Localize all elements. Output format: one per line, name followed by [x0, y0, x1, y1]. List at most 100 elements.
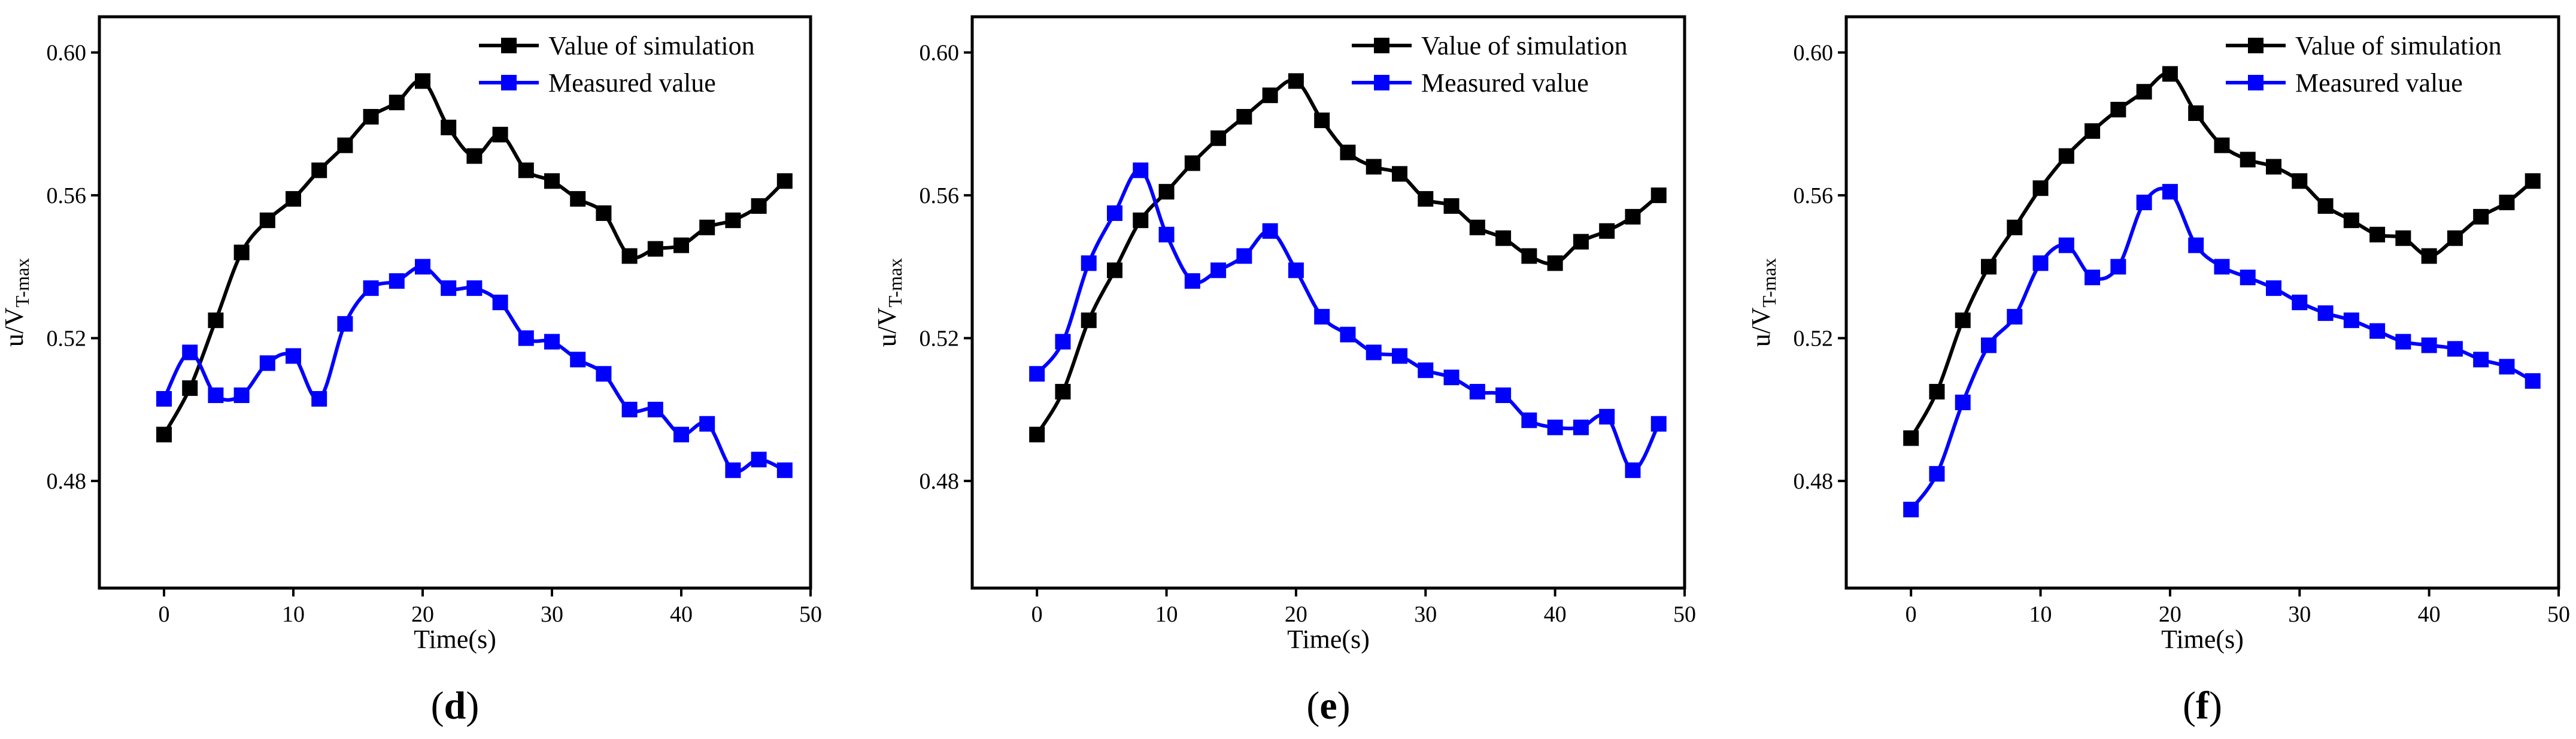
data-point-simulation — [2473, 208, 2489, 225]
data-point-measured — [415, 259, 430, 275]
data-point-measured — [2058, 237, 2074, 253]
x-tick-label: 20 — [1285, 602, 1307, 627]
data-point-measured — [1392, 348, 1407, 364]
chart-panel-e: 0 10 20 30 40 50 0.48 0.52 0.56 0.60 Time(s) u/VT-m… — [872, 15, 1696, 728]
data-point-simulation — [1184, 155, 1200, 171]
data-point-simulation — [1469, 219, 1485, 235]
data-point-measured — [1288, 262, 1304, 278]
panel-label-close-paren: ) — [466, 684, 479, 728]
x-tick-label: 40 — [670, 602, 693, 627]
y-tick-label: 0.56 — [920, 183, 960, 208]
plot-frame — [98, 15, 812, 590]
data-point-simulation — [2240, 152, 2256, 168]
y-tick-label: 0.56 — [1794, 183, 1834, 208]
data-point-measured — [1158, 226, 1175, 243]
data-point-simulation — [1929, 384, 1945, 400]
data-point-simulation — [2421, 248, 2437, 264]
data-point-measured — [2499, 359, 2515, 375]
y-axis-label-main: u/V — [0, 307, 29, 347]
data-point-simulation — [2136, 84, 2152, 100]
y-axis-label-subscript: T-max — [1758, 258, 1780, 307]
legend-marker — [1374, 38, 1389, 53]
data-point-measured — [2032, 255, 2049, 271]
data-point-measured — [1107, 205, 1122, 221]
data-point-measured — [2007, 308, 2023, 325]
data-point-measured — [1340, 326, 1356, 343]
data-point-simulation — [1158, 184, 1175, 200]
panel-label-open-paren: ( — [431, 684, 444, 728]
data-point-measured — [2214, 259, 2230, 275]
data-point-simulation — [751, 198, 767, 214]
data-point-simulation — [1366, 159, 1382, 175]
data-point-measured — [2447, 341, 2463, 357]
data-point-measured — [1599, 408, 1615, 425]
plot-frame — [970, 15, 1686, 590]
data-point-simulation — [544, 173, 560, 189]
data-point-measured — [1443, 370, 1460, 386]
data-point-measured — [1981, 337, 1997, 353]
data-point-measured — [1903, 501, 1919, 517]
data-point-measured — [2473, 352, 2489, 368]
data-point-measured — [2343, 312, 2359, 328]
data-point-measured — [1029, 366, 1045, 382]
data-point-measured — [1573, 419, 1589, 435]
x-tick-label: 30 — [2288, 602, 2311, 627]
y-axis-label-main: u/V — [1746, 307, 1776, 347]
series-line-simulation — [162, 78, 786, 436]
legend-entry-label: Value of simulation — [548, 31, 755, 60]
data-point-measured — [570, 352, 586, 368]
x-tick-label: 50 — [799, 602, 822, 627]
data-point-simulation — [492, 126, 508, 143]
data-point-measured — [751, 452, 767, 468]
y-axis-label-main: u/V — [872, 307, 902, 347]
data-point-simulation — [2343, 212, 2359, 228]
data-point-measured — [233, 387, 250, 404]
data-point-simulation — [1443, 198, 1460, 214]
x-tick-label: 10 — [2029, 602, 2052, 627]
data-point-measured — [2369, 323, 2386, 339]
data-point-simulation — [2292, 173, 2308, 189]
data-point-measured — [259, 355, 275, 371]
legend-entry-label: Value of simulation — [2295, 31, 2502, 60]
data-point-simulation — [518, 162, 534, 178]
legend-entry-label: Measured value — [1421, 68, 1589, 98]
x-tick-label: 40 — [1544, 602, 1567, 627]
data-point-simulation — [259, 212, 275, 228]
series-line-simulation — [1909, 71, 2534, 440]
data-point-measured — [1184, 273, 1200, 289]
data-point-simulation — [699, 219, 715, 235]
data-point-measured — [1314, 308, 1330, 325]
series-line-simulation — [1035, 78, 1660, 436]
data-point-simulation — [466, 148, 483, 164]
data-point-simulation — [1625, 208, 1641, 225]
data-point-simulation — [673, 237, 689, 253]
x-axis-label: Time(s) — [1287, 625, 1370, 654]
data-point-simulation — [1573, 234, 1589, 250]
x-tick-label: 40 — [2418, 602, 2441, 627]
data-point-simulation — [621, 248, 638, 264]
chart-panel-f: 0 10 20 30 40 50 0.48 0.52 0.56 0.60 Time(s) u/VT-m… — [1746, 15, 2570, 728]
data-point-simulation — [1262, 87, 1278, 104]
series-line-measured — [1035, 168, 1661, 473]
data-point-measured — [286, 348, 301, 364]
chart-panel-d: 0 10 20 30 40 50 0.48 0.52 0.56 0.60 Time(s) u/VT-m… — [0, 15, 822, 728]
data-point-measured — [1547, 419, 1563, 435]
data-point-simulation — [1955, 312, 1971, 328]
data-point-simulation — [156, 426, 172, 443]
y-tick-label: 0.60 — [47, 41, 87, 66]
data-point-simulation — [389, 95, 405, 111]
data-point-measured — [1081, 255, 1097, 271]
data-point-simulation — [2214, 137, 2230, 153]
data-point-simulation — [1903, 430, 1919, 446]
data-point-measured — [1236, 248, 1252, 264]
x-tick-label: 20 — [411, 602, 434, 627]
y-tick-label: 0.56 — [47, 183, 87, 208]
x-tick-label: 20 — [2159, 602, 2181, 627]
data-point-measured — [2266, 280, 2281, 296]
data-point-simulation — [1392, 166, 1407, 182]
data-point-measured — [1418, 362, 1434, 378]
data-point-simulation — [2317, 198, 2334, 214]
data-point-measured — [337, 316, 353, 332]
data-point-simulation — [647, 241, 663, 257]
data-point-simulation — [1288, 73, 1304, 89]
